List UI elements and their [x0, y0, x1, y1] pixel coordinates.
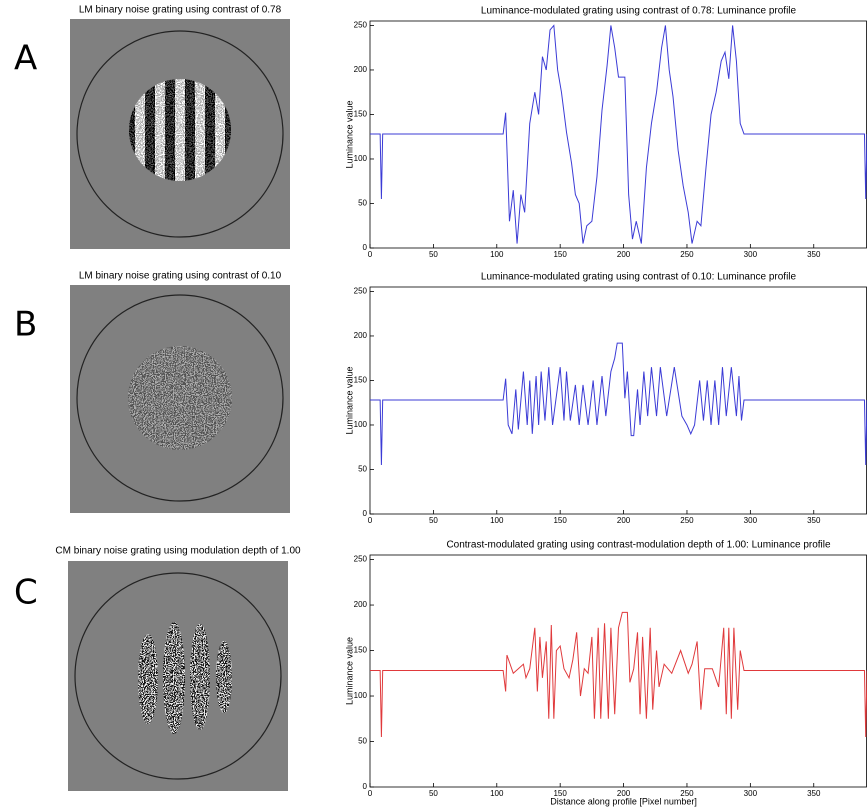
- chart-title: Luminance-modulated grating using contra…: [481, 272, 797, 283]
- profile-line: [370, 343, 867, 465]
- x-tick-label: 50: [429, 516, 438, 525]
- x-tick-label: 300: [744, 789, 758, 798]
- y-tick-label: 200: [354, 600, 368, 609]
- figure: A B C LM binary noise grating using cont…: [0, 0, 867, 807]
- y-axis-label: Luminance value: [344, 100, 354, 168]
- stimulus-image: [68, 561, 288, 791]
- stimulus-image: [70, 285, 290, 513]
- y-tick-label: 50: [358, 199, 367, 208]
- y-tick-label: 100: [354, 691, 368, 700]
- x-tick-label: 50: [429, 250, 438, 259]
- x-tick-label: 250: [680, 516, 694, 525]
- y-tick-label: 100: [354, 420, 368, 429]
- x-tick-label: 350: [807, 789, 821, 798]
- x-tick-label: 150: [553, 250, 567, 259]
- y-tick-label: 200: [354, 331, 368, 340]
- panel-label: B: [14, 305, 37, 345]
- x-tick-label: 0: [368, 789, 373, 798]
- x-tick-label: 100: [490, 516, 504, 525]
- x-tick-label: 150: [553, 516, 567, 525]
- y-tick-label: 150: [354, 110, 368, 119]
- y-axis-label: Luminance value: [344, 366, 354, 434]
- image-title: LM binary noise grating using contrast o…: [79, 271, 282, 282]
- y-tick-label: 250: [354, 287, 368, 296]
- x-axis-label: Distance along profile [Pixel number]: [550, 796, 697, 806]
- x-tick-label: 300: [744, 250, 758, 259]
- y-axis-label: Luminance value: [344, 637, 354, 705]
- x-tick-label: 50: [429, 789, 438, 798]
- x-tick-label: 250: [680, 250, 694, 259]
- panel-label: C: [14, 573, 38, 613]
- x-tick-label: 300: [744, 516, 758, 525]
- stimulus-image: [70, 19, 290, 249]
- y-tick-label: 250: [354, 555, 368, 564]
- y-tick-label: 100: [354, 154, 368, 163]
- x-tick-label: 200: [617, 516, 631, 525]
- profile-line: [370, 612, 867, 737]
- y-tick-label: 150: [354, 646, 368, 655]
- x-tick-label: 200: [617, 250, 631, 259]
- x-tick-label: 0: [368, 516, 373, 525]
- y-tick-label: 150: [354, 376, 368, 385]
- profile-line: [370, 25, 867, 243]
- y-tick-label: 50: [358, 465, 367, 474]
- image-title: CM binary noise grating using modulation…: [55, 546, 301, 557]
- y-tick-label: 50: [358, 737, 367, 746]
- panel-label: A: [14, 39, 37, 79]
- x-tick-label: 0: [368, 250, 373, 259]
- image-title: LM binary noise grating using contrast o…: [79, 5, 282, 16]
- y-tick-label: 200: [354, 65, 368, 74]
- y-tick-label: 250: [354, 21, 368, 30]
- x-tick-label: 100: [490, 250, 504, 259]
- x-tick-label: 350: [807, 516, 821, 525]
- chart-title: Luminance-modulated grating using contra…: [481, 6, 797, 17]
- chart-title: Contrast-modulated grating using contras…: [446, 540, 831, 551]
- x-tick-label: 350: [807, 250, 821, 259]
- x-tick-label: 100: [490, 789, 504, 798]
